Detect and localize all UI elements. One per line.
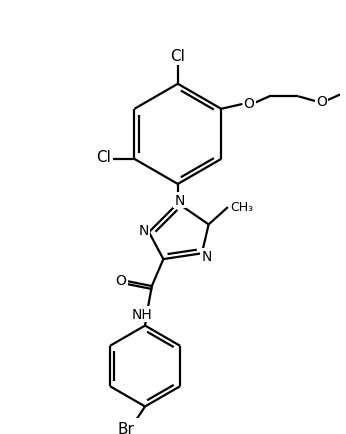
Text: CH₃: CH₃ <box>230 200 253 213</box>
Text: O: O <box>244 97 255 111</box>
Text: NH: NH <box>132 307 153 321</box>
Text: Cl: Cl <box>170 49 185 64</box>
Text: O: O <box>316 95 327 109</box>
Text: N: N <box>201 250 212 263</box>
Text: N: N <box>139 224 149 238</box>
Text: Cl: Cl <box>96 150 111 165</box>
Text: O: O <box>116 274 126 288</box>
Text: N: N <box>174 194 185 208</box>
Text: Br: Br <box>117 421 134 434</box>
